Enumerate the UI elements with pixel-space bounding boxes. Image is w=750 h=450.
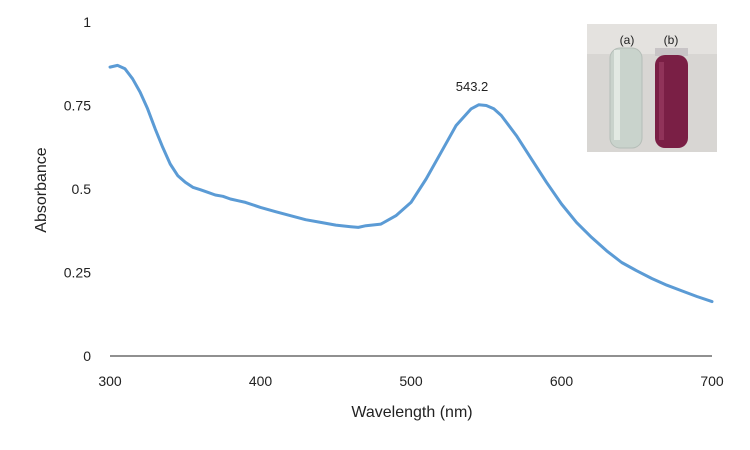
cuvette-photo-inset: (a) (b) <box>587 24 717 152</box>
inset-label-a: (a) <box>620 33 635 47</box>
x-tick-label: 700 <box>700 373 724 389</box>
inset-background-top <box>587 24 717 54</box>
peak-annotation: 543.2 <box>456 79 489 94</box>
tube-b-highlight <box>659 62 664 140</box>
y-axis-title: Absorbance <box>33 147 50 232</box>
inset-label-b: (b) <box>664 33 679 47</box>
x-axis-ticks: 300 400 500 600 700 <box>98 373 724 389</box>
tube-a-highlight <box>614 50 620 140</box>
x-tick-label: 500 <box>399 373 423 389</box>
y-tick-label: 0.25 <box>64 265 91 281</box>
y-tick-label: 0.75 <box>64 98 91 114</box>
x-tick-label: 300 <box>98 373 122 389</box>
absorbance-series-line <box>108 63 714 304</box>
tube-b-neck <box>655 48 688 56</box>
y-tick-label: 1 <box>83 14 91 30</box>
x-axis-title: Wavelength (nm) <box>351 404 472 421</box>
x-tick-label: 400 <box>249 373 273 389</box>
x-tick-label: 600 <box>550 373 574 389</box>
y-tick-label: 0 <box>83 348 91 364</box>
y-axis-ticks: 0 0.25 0.5 0.75 1 <box>64 14 91 364</box>
y-tick-label: 0.5 <box>72 181 92 197</box>
